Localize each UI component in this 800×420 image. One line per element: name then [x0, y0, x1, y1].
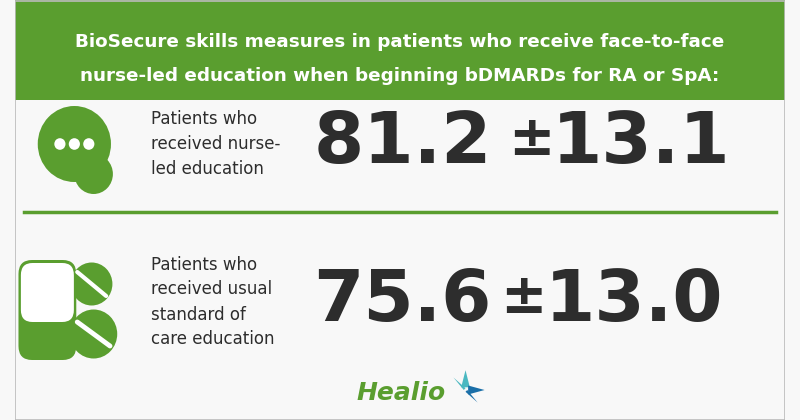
Text: 81.2: 81.2: [314, 110, 492, 178]
Circle shape: [71, 262, 113, 305]
Circle shape: [69, 138, 80, 150]
Text: BioSecure skills measures in patients who receive face-to-face: BioSecure skills measures in patients wh…: [75, 33, 725, 51]
Text: Patients who
received usual
standard of
care education: Patients who received usual standard of …: [151, 255, 275, 349]
Circle shape: [74, 154, 113, 194]
FancyBboxPatch shape: [34, 289, 62, 309]
Polygon shape: [74, 170, 97, 190]
Text: ±: ±: [508, 113, 554, 167]
Polygon shape: [454, 378, 466, 390]
Circle shape: [34, 273, 62, 302]
Text: ±: ±: [500, 271, 546, 325]
Polygon shape: [461, 370, 470, 387]
Text: 13.0: 13.0: [545, 268, 723, 336]
Circle shape: [54, 138, 66, 150]
FancyBboxPatch shape: [18, 260, 76, 360]
Polygon shape: [468, 386, 485, 394]
Text: 13.1: 13.1: [552, 110, 731, 178]
Text: Healio: Healio: [357, 381, 446, 405]
Text: nurse-led education when beginning bDMARDs for RA or SpA:: nurse-led education when beginning bDMAR…: [80, 67, 720, 85]
FancyBboxPatch shape: [21, 263, 74, 322]
Text: 75.6: 75.6: [314, 268, 492, 336]
Circle shape: [70, 310, 118, 359]
Text: Patients who
received nurse-
led education: Patients who received nurse- led educati…: [151, 110, 281, 178]
FancyBboxPatch shape: [14, 0, 786, 100]
Circle shape: [38, 106, 111, 182]
Polygon shape: [466, 390, 478, 403]
Circle shape: [83, 138, 94, 150]
